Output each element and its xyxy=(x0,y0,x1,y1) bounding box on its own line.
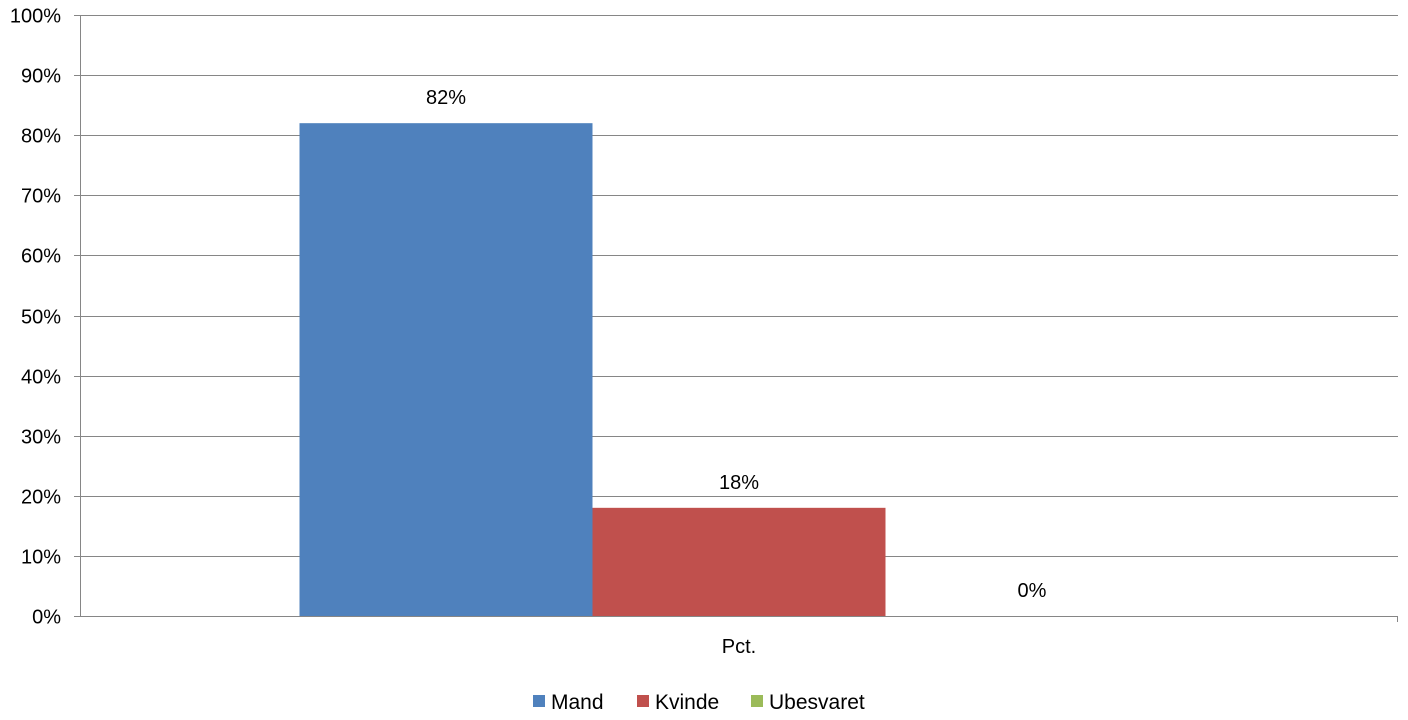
y-tick-label: 70% xyxy=(21,186,61,208)
legend-swatch-mand xyxy=(533,695,545,707)
y-tick-label: 90% xyxy=(21,66,61,88)
bar-mand xyxy=(299,123,593,617)
legend-swatch-ubesvaret xyxy=(751,695,763,707)
category-labels: Pct. xyxy=(722,636,756,658)
data-labels: 82% 18% 0% xyxy=(426,87,1047,602)
legend-label-mand: Mand xyxy=(551,691,604,714)
bar-kvinde xyxy=(592,507,886,616)
legend: Mand Kvinde Ubesvaret xyxy=(533,691,865,714)
y-tick-label: 10% xyxy=(21,547,61,569)
y-tick-label: 50% xyxy=(21,307,61,329)
category-label: Pct. xyxy=(722,636,756,658)
y-tick-label: 30% xyxy=(21,427,61,449)
legend-label-ubesvaret: Ubesvaret xyxy=(769,691,865,714)
y-tick-label: 100% xyxy=(10,6,61,28)
data-label: 0% xyxy=(1018,580,1047,602)
y-tick-label: 60% xyxy=(21,246,61,268)
y-tick-label: 80% xyxy=(21,126,61,148)
data-label: 82% xyxy=(426,87,466,109)
data-label: 18% xyxy=(719,472,759,494)
legend-swatch-kvinde xyxy=(637,695,649,707)
y-tick-label: 40% xyxy=(21,367,61,389)
legend-label-kvinde: Kvinde xyxy=(655,691,719,714)
y-tick-label: 0% xyxy=(32,607,61,629)
bars xyxy=(299,123,886,617)
y-axis-tick-labels: 0% 10% 20% 30% 40% 50% 60% 70% 80% 90% 100% xyxy=(10,6,61,629)
axes xyxy=(74,15,1398,622)
y-tick-label: 20% xyxy=(21,487,61,509)
